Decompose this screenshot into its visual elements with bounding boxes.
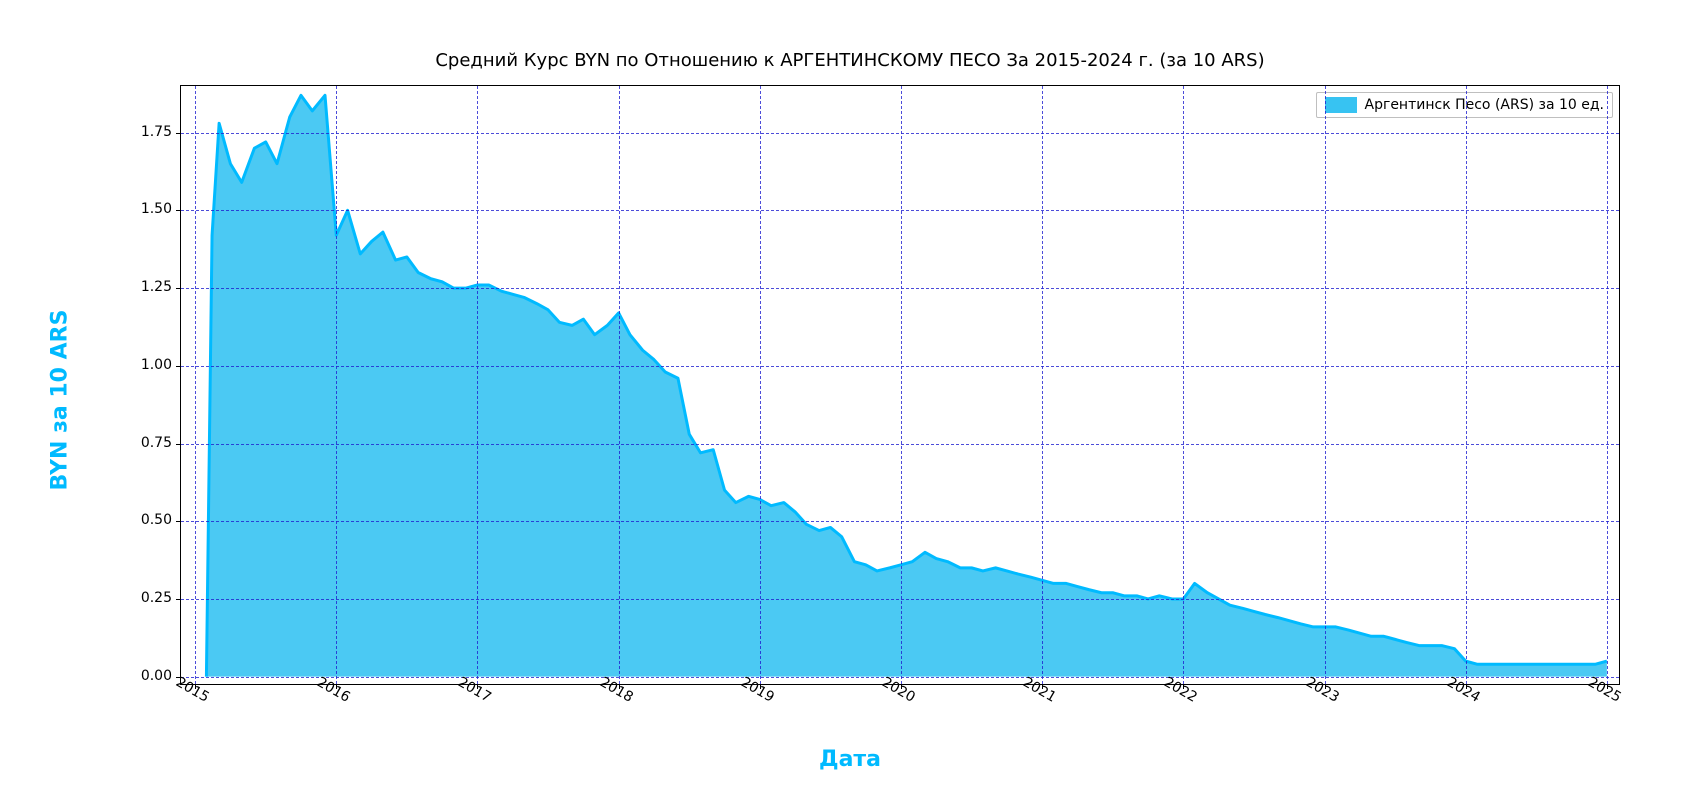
grid-line-h: [181, 366, 1619, 367]
grid-line-h: [181, 210, 1619, 211]
grid-line-h: [181, 599, 1619, 600]
ytick-label: 0.75: [141, 435, 172, 451]
ytick-label: 0.25: [141, 590, 172, 606]
chart-title: Средний Курс BYN по Отношению к АРГЕНТИН…: [0, 50, 1700, 71]
grid-line-v: [619, 86, 620, 684]
ytick-label: 1.25: [141, 279, 172, 295]
ytick-label: 1.75: [141, 124, 172, 140]
ytick-label: 1.00: [141, 357, 172, 373]
ytick-mark: [176, 366, 181, 367]
series-fill: [206, 95, 1606, 676]
grid-line-v: [1325, 86, 1326, 684]
ytick-label: 1.50: [141, 201, 172, 217]
plot-area: Аргентинск Песо (ARS) за 10 ед.: [180, 85, 1620, 685]
grid-line-h: [181, 133, 1619, 134]
ytick-label: 0.50: [141, 512, 172, 528]
y-axis-label: BYN за 10 ARS: [48, 310, 73, 491]
grid-line-v: [477, 86, 478, 684]
grid-line-h: [181, 521, 1619, 522]
grid-line-v: [760, 86, 761, 684]
legend: Аргентинск Песо (ARS) за 10 ед.: [1316, 92, 1614, 118]
grid-line-v: [336, 86, 337, 684]
grid-line-v: [1042, 86, 1043, 684]
ytick-mark: [176, 521, 181, 522]
legend-swatch: [1325, 97, 1357, 113]
x-axis-label: Дата: [0, 747, 1700, 772]
grid-line-h: [181, 444, 1619, 445]
ytick-mark: [176, 599, 181, 600]
grid-line-v: [901, 86, 902, 684]
grid-line-v: [1183, 86, 1184, 684]
ytick-mark: [176, 210, 181, 211]
ytick-label: 0.00: [141, 668, 172, 684]
grid-line-v: [1607, 86, 1608, 684]
ytick-mark: [176, 444, 181, 445]
ytick-mark: [176, 133, 181, 134]
chart-container: Средний Курс BYN по Отношению к АРГЕНТИН…: [0, 0, 1700, 800]
legend-label: Аргентинск Песо (ARS) за 10 ед.: [1365, 97, 1605, 113]
grid-line-v: [1466, 86, 1467, 684]
ytick-mark: [176, 288, 181, 289]
grid-line-h: [181, 677, 1619, 678]
grid-line-v: [195, 86, 196, 684]
grid-line-h: [181, 288, 1619, 289]
